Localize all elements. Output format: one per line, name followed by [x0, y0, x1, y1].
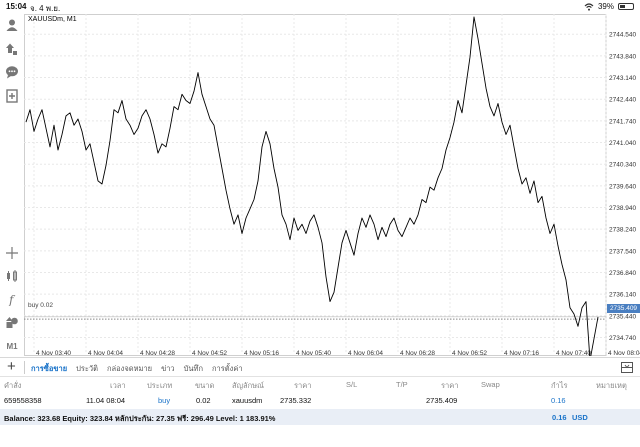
chart-frame: [24, 14, 607, 356]
balance-bar: Balance: 323.68 Equity: 323.84 หลักประกั…: [0, 409, 640, 425]
time-tick-label: 4 Nov 05:16: [244, 350, 279, 356]
column-header-8[interactable]: ราคา: [441, 381, 459, 390]
expand-panel-icon[interactable]: [621, 362, 633, 373]
price-tick-label: 2741.040: [609, 140, 636, 147]
time-tick-label: 4 Nov 04:52: [192, 350, 227, 356]
order-open-price: 2735.332: [280, 396, 312, 405]
status-bar: 15:04 จ. 4 พ.ย. 39%: [0, 0, 640, 14]
order-id: 659558358: [4, 396, 42, 405]
price-tick-label: 2735.440: [609, 313, 636, 320]
tab-list: การซื้อขาย ประวัติ กล่องจดหมาย ข่าว บันทึก กา…: [31, 363, 243, 375]
order-symbol: xauusdm: [232, 396, 263, 405]
timeframe-button[interactable]: M1: [6, 342, 18, 351]
price-tick-label: 2736.140: [609, 292, 636, 299]
time-tick-label: 4 Nov 08:04: [608, 350, 640, 356]
order-profit: 0.16: [551, 396, 566, 405]
column-header-5[interactable]: ราคา: [294, 381, 312, 390]
order-type: buy: [158, 396, 171, 405]
tab-3[interactable]: ข่าว: [161, 364, 175, 373]
column-header-10[interactable]: กำไร: [551, 381, 568, 390]
objects-icon[interactable]: [3, 314, 21, 332]
chart-symbol-label: XAUUSDm, M1: [28, 16, 77, 23]
add-icon[interactable]: +: [7, 358, 16, 375]
status-right: 39%: [584, 2, 634, 11]
bottom-tab-bar: + การซื้อขาย ประวัติ กล่องจดหมาย ข่าว บันทึก…: [0, 357, 640, 377]
price-tick-label: 2743.140: [609, 75, 636, 82]
chat-icon[interactable]: [3, 63, 21, 81]
account-currency: USD: [572, 413, 588, 422]
chart-canvas[interactable]: 2744.540 2743.840 2743.140 2742.440 2741.740…: [24, 14, 640, 356]
tab-5[interactable]: การตั้งค่า: [212, 364, 243, 373]
price-tick-label: 2738.940: [609, 205, 636, 212]
battery-icon: [618, 3, 634, 10]
time-tick-label: 4 Nov 07:40: [556, 350, 591, 356]
price-tick-label: 2738.240: [609, 227, 636, 234]
price-tick-label: 2742.440: [609, 97, 636, 104]
table-row[interactable]: 659558358 11.04 08:04 buy 0.02 xauusdm 2…: [0, 394, 640, 408]
wifi-icon: [584, 2, 594, 11]
crosshair-icon[interactable]: [3, 244, 21, 262]
column-header-9[interactable]: Swap: [481, 380, 500, 389]
column-header-3[interactable]: ขนาด: [195, 381, 215, 390]
column-header-4[interactable]: สัญลักษณ์: [232, 381, 265, 390]
status-date: จ. 4 พ.ย.: [30, 4, 61, 13]
tab-0[interactable]: การซื้อขาย: [31, 364, 68, 373]
tab-2[interactable]: กล่องจดหมาย: [107, 364, 153, 373]
current-price-tag: 2735.409: [607, 304, 640, 313]
column-header-6[interactable]: S/L: [346, 380, 358, 389]
total-profit: 0.16: [552, 413, 567, 422]
position-line-label: buy 0.02: [28, 302, 53, 309]
trade-icon[interactable]: [3, 40, 21, 58]
column-header-0[interactable]: คำสั่ง: [4, 381, 22, 390]
order-current-price: 2735.409: [426, 396, 458, 405]
price-chart[interactable]: 2744.540 2743.840 2743.140 2742.440 2741.740…: [24, 14, 640, 356]
tab-1[interactable]: ประวัติ: [76, 364, 99, 373]
tab-4[interactable]: บันทึก: [183, 364, 204, 373]
svg-text:f: f: [8, 293, 16, 306]
function-icon[interactable]: f: [3, 290, 21, 308]
left-toolbar: f M1: [0, 14, 24, 356]
column-header-11[interactable]: หมายเหตุ: [596, 381, 627, 390]
price-tick-label: 2744.540: [609, 32, 636, 39]
price-tick-label: 2734.740: [609, 335, 636, 342]
price-tick-label: 2736.840: [609, 270, 636, 277]
price-series-line: [25, 16, 599, 356]
time-tick-label: 4 Nov 04:28: [140, 350, 175, 356]
column-header-2[interactable]: ประเภท: [147, 381, 173, 390]
price-tick-label: 2743.840: [609, 53, 636, 60]
time-tick-label: 4 Nov 05:40: [296, 350, 331, 356]
new-order-icon[interactable]: [3, 87, 21, 105]
column-header-7[interactable]: T/P: [396, 380, 408, 389]
time-tick-label: 4 Nov 06:28: [400, 350, 435, 356]
table-header: คำสั่ง เวลา ประเภท ขนาด สัญลักษณ์ ราคา S/L T/P ร…: [0, 378, 640, 392]
price-tick-label: 2737.540: [609, 248, 636, 255]
status-time: 15:04: [6, 2, 27, 11]
battery-percent: 39%: [597, 2, 614, 11]
balance-summary: Balance: 323.68 Equity: 323.84 หลักประกั…: [4, 414, 276, 423]
price-tick-label: 2741.740: [609, 118, 636, 125]
time-tick-label: 4 Nov 04:04: [88, 350, 123, 356]
column-header-1[interactable]: เวลา: [110, 381, 126, 390]
time-tick-label: 4 Nov 06:04: [348, 350, 383, 356]
account-icon[interactable]: [3, 16, 21, 34]
price-tick-label: 2740.340: [609, 162, 636, 169]
time-tick-label: 4 Nov 03:40: [36, 350, 71, 356]
tab-divider: [24, 361, 25, 374]
time-tick-label: 4 Nov 06:52: [452, 350, 487, 356]
order-time: 11.04 08:04: [86, 396, 126, 405]
indicators-icon[interactable]: [3, 267, 21, 285]
order-volume: 0.02: [196, 396, 211, 405]
price-tick-label: 2739.640: [609, 183, 636, 190]
time-tick-label: 4 Nov 07:16: [504, 350, 539, 356]
